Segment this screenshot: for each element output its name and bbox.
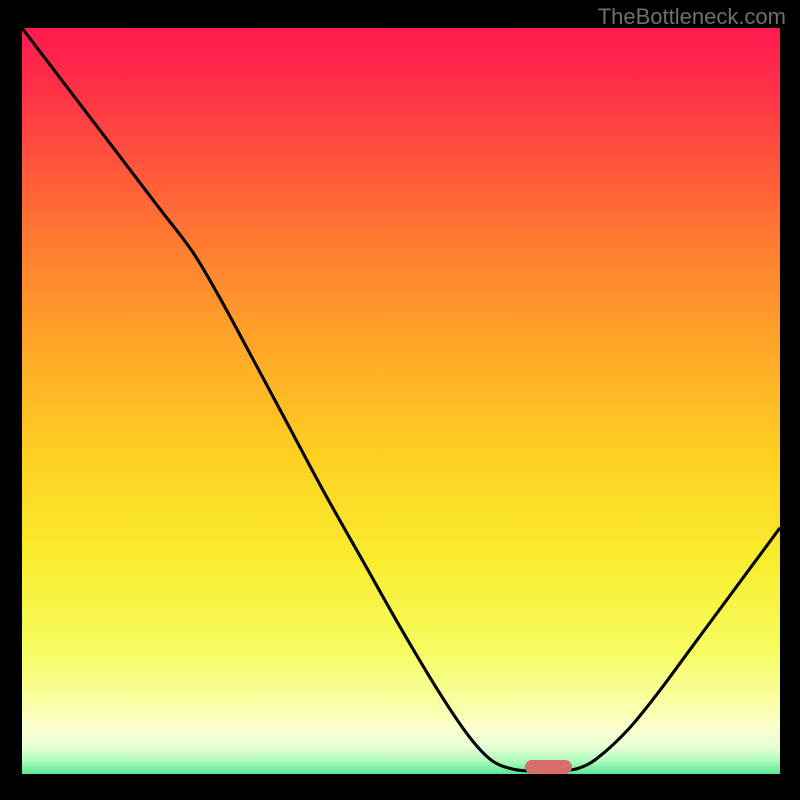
- watermark-text: TheBottleneck.com: [598, 4, 786, 30]
- optimal-marker: [525, 760, 572, 774]
- plot-area: [22, 28, 780, 774]
- bottleneck-curve: [22, 28, 780, 774]
- chart-container: { "watermark": { "text": "TheBottleneck.…: [0, 0, 800, 800]
